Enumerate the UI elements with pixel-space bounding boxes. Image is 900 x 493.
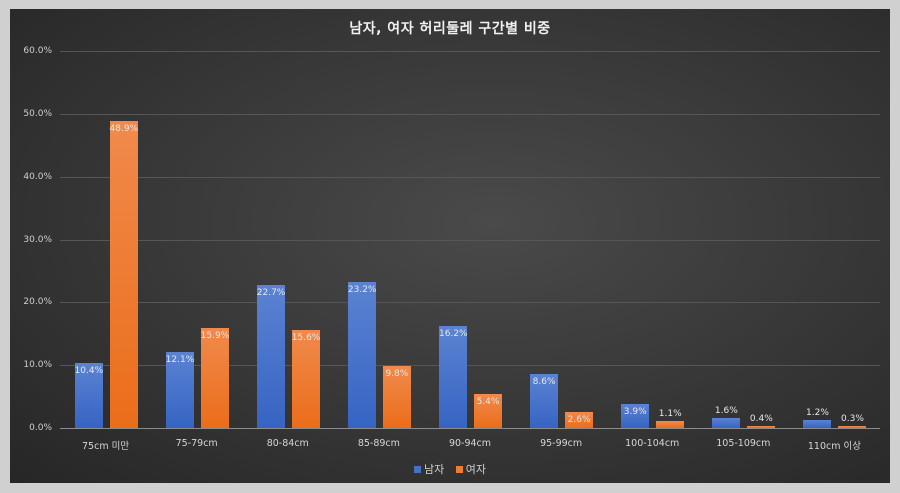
bar-male: 16.2% bbox=[439, 326, 468, 428]
bar-male: 10.4% bbox=[74, 362, 104, 428]
data-label: 1.6% bbox=[714, 405, 738, 416]
bar-male: 23.2% bbox=[347, 282, 377, 428]
bar-female: 9.8% bbox=[382, 366, 411, 428]
legend-swatch-female bbox=[455, 465, 463, 473]
gridline bbox=[60, 113, 880, 115]
x-tick-label: 85-89cm bbox=[357, 438, 400, 449]
data-label: 3.9% bbox=[623, 406, 647, 417]
bar-male: 8.6% bbox=[530, 373, 559, 428]
y-tick-label: 40.0% bbox=[23, 171, 52, 182]
bar-female: 1.1% bbox=[656, 409, 685, 428]
y-tick-label: 0.0% bbox=[29, 423, 52, 433]
x-tick-label: 95-99cm bbox=[540, 438, 583, 449]
gridline bbox=[60, 428, 880, 429]
gridline bbox=[60, 302, 880, 304]
bar-female: 2.6% bbox=[565, 411, 594, 428]
data-label: 16.2% bbox=[439, 329, 468, 340]
chart-title: 남자, 여자 허리둘레 구간별 비중 bbox=[349, 21, 551, 37]
data-label: 23.2% bbox=[347, 285, 377, 296]
gridline bbox=[60, 365, 880, 367]
plot-area: 0.0% 10.0% 20.0% 30.0% 40.0% 50.0% 60.0% 10.4% 4… bbox=[23, 46, 880, 452]
x-tick-label: 80-84cm bbox=[266, 438, 309, 449]
data-label: 0.3% bbox=[841, 414, 864, 425]
data-label: 2.6% bbox=[567, 414, 591, 425]
bar-female: 0.4% bbox=[747, 414, 776, 428]
x-tick-label: 110cm 이상 bbox=[807, 441, 861, 452]
bar-female: 48.9% bbox=[109, 120, 139, 428]
bar-male: 1.2% bbox=[803, 408, 832, 428]
legend-swatch-male bbox=[414, 465, 421, 473]
data-label: 5.4% bbox=[476, 397, 500, 408]
y-tick-label: 50.0% bbox=[23, 108, 52, 119]
bar-female: 0.3% bbox=[838, 414, 867, 428]
bar-male: 22.7% bbox=[256, 285, 286, 428]
data-label: 8.6% bbox=[532, 376, 556, 387]
data-label: 15.9% bbox=[200, 331, 230, 342]
y-tick-label: 10.0% bbox=[23, 360, 52, 371]
chart-area: 남자, 여자 허리둘레 구간별 비중 0.0% 10.0% 20.0% 30.0% 40… bbox=[10, 9, 890, 483]
data-label: 1.1% bbox=[658, 409, 682, 420]
bar-male: 1.6% bbox=[712, 406, 741, 428]
bar-female: 15.9% bbox=[200, 328, 230, 428]
bar-female: 15.6% bbox=[291, 329, 321, 428]
x-tick-label: 75cm 미만 bbox=[82, 441, 130, 452]
gridline bbox=[60, 176, 880, 178]
x-tick-label: 90-94cm bbox=[448, 438, 492, 449]
y-tick-label: 60.0% bbox=[23, 46, 52, 56]
data-label: 48.9% bbox=[109, 123, 139, 134]
legend-item-female: 여자 bbox=[455, 461, 486, 477]
data-label: 0.4% bbox=[749, 413, 773, 424]
data-label: 1.2% bbox=[806, 408, 829, 419]
legend-label-male: 남자 bbox=[424, 463, 445, 476]
x-tick-label: 75-79cm bbox=[175, 438, 218, 449]
x-tick-label: 105-109cm bbox=[716, 438, 771, 449]
gridline bbox=[60, 239, 880, 241]
data-label: 12.1% bbox=[165, 354, 195, 365]
data-label: 10.4% bbox=[74, 365, 104, 376]
legend-label-female: 여자 bbox=[465, 463, 486, 476]
data-label: 22.7% bbox=[256, 288, 286, 299]
bar-male: 12.1% bbox=[165, 351, 195, 428]
bar-male: 3.9% bbox=[621, 403, 650, 428]
data-label: 15.6% bbox=[291, 332, 321, 343]
x-tick-label: 100-104cm bbox=[625, 438, 680, 449]
data-label: 9.8% bbox=[385, 369, 409, 380]
gridline bbox=[60, 51, 880, 52]
legend: 남자 여자 bbox=[10, 461, 890, 477]
y-tick-label: 20.0% bbox=[23, 297, 52, 308]
y-tick-label: 30.0% bbox=[23, 234, 52, 245]
legend-item-male: 남자 bbox=[414, 461, 444, 477]
bar-female: 5.4% bbox=[474, 394, 502, 428]
